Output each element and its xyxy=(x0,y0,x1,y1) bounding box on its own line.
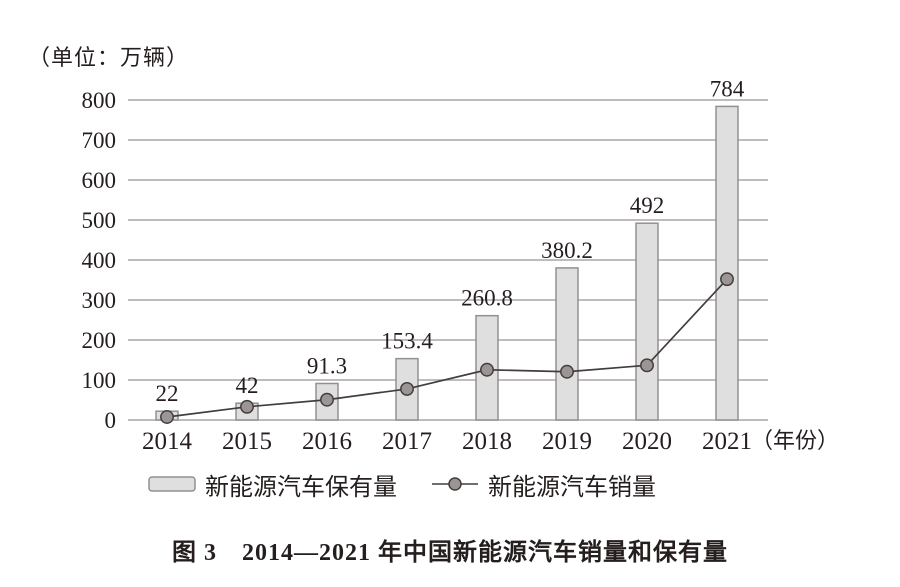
y-tick-label: 100 xyxy=(82,368,117,393)
y-tick-label: 400 xyxy=(82,248,117,273)
x-tick-label: 2018 xyxy=(462,428,512,455)
bar-swatch-icon xyxy=(148,476,196,492)
bar-value-labels: 22 42 91.3 153.4 260.8 380.2 492 784 xyxy=(156,76,745,406)
legend-item-sales: 新能源汽车销量 xyxy=(431,467,656,502)
x-tick-label: 2021 xyxy=(702,428,752,455)
bar-value-label: 784 xyxy=(710,76,745,101)
line-swatch-icon xyxy=(432,477,478,491)
sales-line-markers xyxy=(160,272,734,424)
y-tick-label: 600 xyxy=(82,168,117,193)
bar-value-label: 492 xyxy=(630,193,665,218)
x-tick-label: 2017 xyxy=(382,428,432,455)
sales-marker xyxy=(480,362,494,377)
legend: 新能源汽车保有量 新能源汽车销量 xyxy=(148,466,752,502)
chart-plot: 0 100 200 300 400 500 600 700 800 22 42 91.3 153.4 26… xyxy=(82,76,840,455)
sales-marker xyxy=(400,381,414,396)
legend-bar-label: 新能源汽车保有量 xyxy=(205,474,397,501)
x-axis-tick-labels: 2014 2015 2016 2017 2018 2019 2020 2021 xyxy=(142,428,752,455)
x-tick-label: 2020 xyxy=(622,428,672,455)
bar-value-label: 42 xyxy=(236,373,259,398)
bar-value-label: 153.4 xyxy=(381,329,433,354)
y-tick-label: 500 xyxy=(82,208,117,233)
x-axis-unit-label: （年份） xyxy=(751,428,839,453)
bar xyxy=(715,105,739,421)
sales-marker xyxy=(240,399,254,414)
legend-item-ownership: 新能源汽车保有量 xyxy=(148,467,397,502)
sales-line xyxy=(166,278,728,418)
bar-value-label: 380.2 xyxy=(541,238,593,263)
y-tick-label: 800 xyxy=(82,88,117,113)
sales-marker xyxy=(160,410,174,424)
sales-marker xyxy=(640,358,654,373)
figure-caption: 图 3 2014—2021 年中国新能源汽车销量和保有量 xyxy=(172,540,728,566)
x-tick-label: 2019 xyxy=(542,428,592,455)
sales-marker xyxy=(720,272,734,287)
sales-marker xyxy=(320,392,334,407)
y-tick-label: 700 xyxy=(82,128,117,153)
y-axis-unit-label: （单位：万辆） xyxy=(28,45,190,70)
y-tick-label: 300 xyxy=(82,288,117,313)
x-tick-label: 2016 xyxy=(302,428,352,455)
bar-value-label: 260.8 xyxy=(461,286,513,311)
y-tick-label: 0 xyxy=(105,408,117,433)
x-tick-label: 2014 xyxy=(142,428,193,455)
bar-value-label: 22 xyxy=(156,381,179,406)
bar xyxy=(635,222,659,421)
y-axis-tick-labels: 0 100 200 300 400 500 600 700 800 xyxy=(82,88,117,433)
gridlines xyxy=(128,99,768,421)
sales-marker xyxy=(560,364,574,379)
bar xyxy=(555,267,579,421)
bar-value-label: 91.3 xyxy=(307,353,347,378)
legend-line-label: 新能源汽车销量 xyxy=(488,474,656,501)
y-tick-label: 200 xyxy=(82,328,117,353)
x-tick-label: 2015 xyxy=(222,428,272,455)
